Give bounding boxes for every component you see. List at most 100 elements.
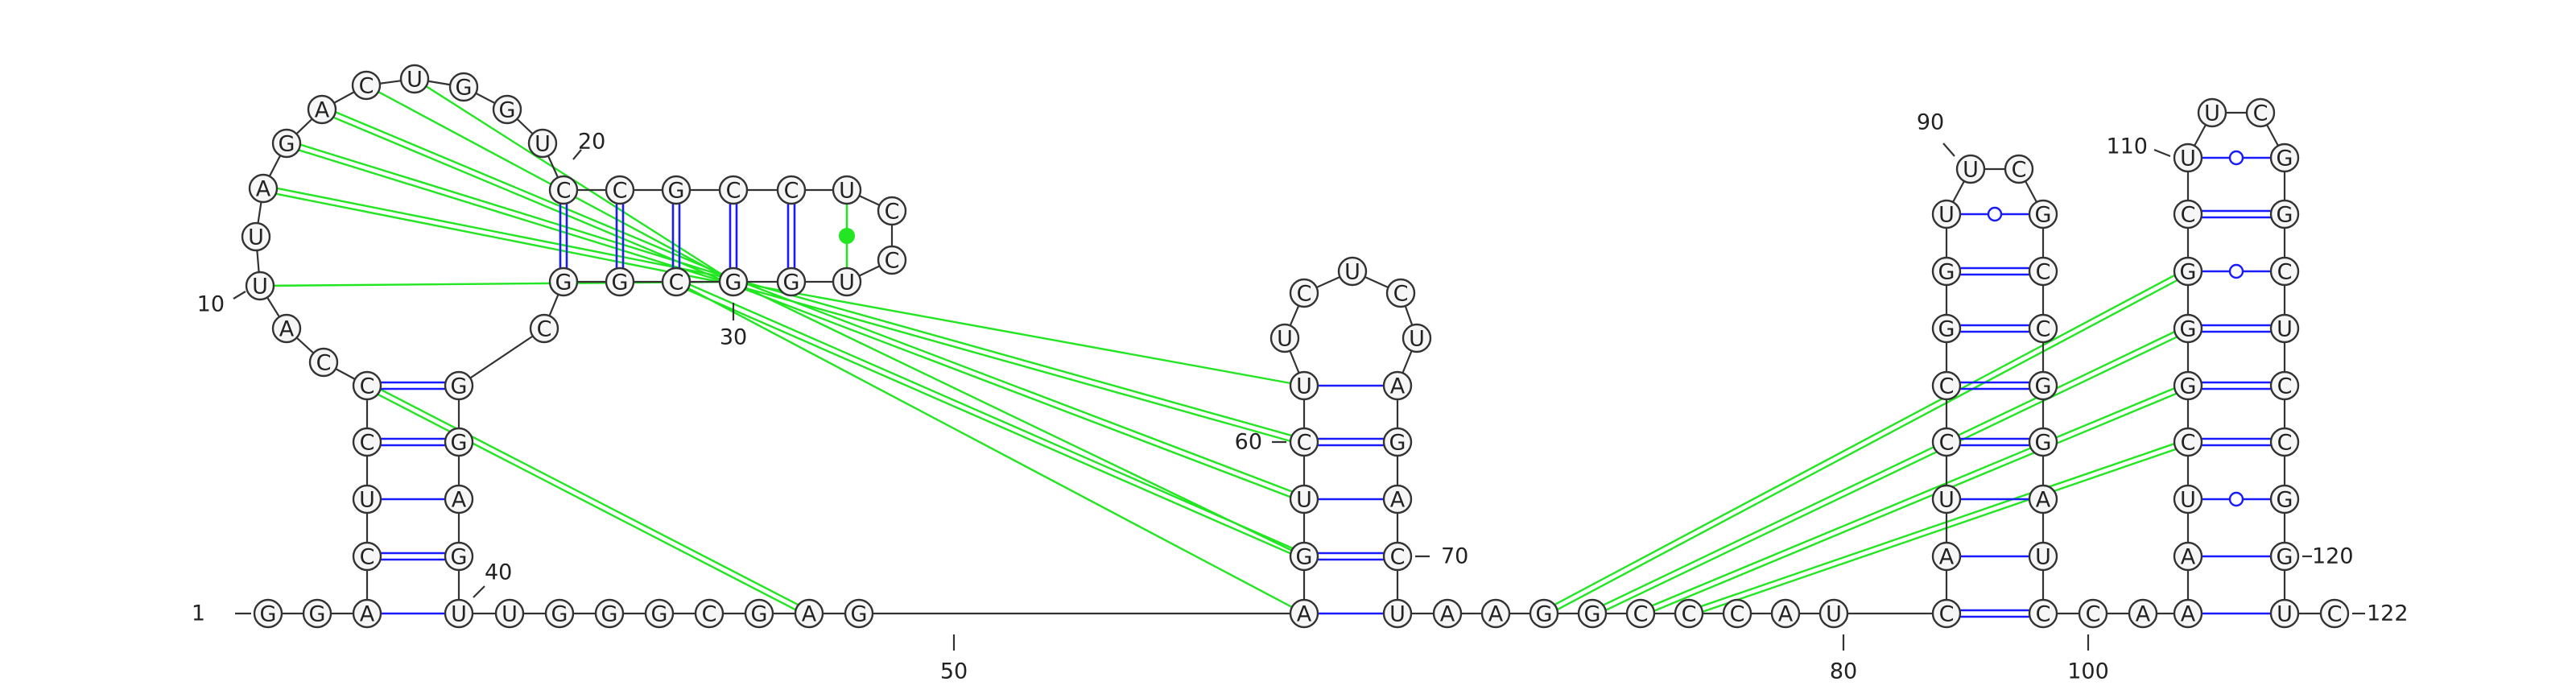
nucleotide-letter: U — [502, 602, 518, 627]
nucleotide-letter: U — [2277, 602, 2293, 627]
nucleotide-circle — [444, 370, 474, 401]
nucleotide: U — [2028, 541, 2058, 572]
position-number: 1 — [192, 601, 251, 626]
nucleotide-circle — [1931, 370, 1962, 401]
position-number: 122 — [2352, 601, 2409, 626]
nucleotide-circle — [2028, 256, 2058, 287]
nucleotide: U — [1818, 598, 1849, 629]
tertiary-interaction-line — [1689, 444, 2190, 618]
position-number: 60 — [1235, 430, 1286, 455]
position-number: 120 — [2302, 544, 2354, 569]
nucleotide-letter: U — [1389, 602, 1406, 627]
nucleotide: C — [529, 313, 559, 344]
nucleotide-letter: G — [279, 132, 295, 157]
nucleotide-letter: A — [279, 317, 295, 342]
nucleotide-letter: G — [783, 271, 800, 295]
nucleotide-circle — [444, 427, 474, 457]
nucleotide: C — [718, 175, 749, 205]
nucleotide-circle — [1289, 278, 1319, 308]
nucleotide: U — [1402, 323, 1432, 353]
nucleotide-circle — [2173, 199, 2203, 229]
nucleotide: A — [444, 484, 474, 514]
nucleotide: G — [492, 94, 522, 125]
tertiary-interaction-line — [733, 280, 1305, 387]
nucleotide-circle — [352, 598, 382, 629]
nucleotide-circle — [2028, 598, 2058, 629]
nucleotide-circle — [2028, 313, 2058, 344]
nucleotide: C — [1625, 598, 1656, 629]
nucleotide: U — [444, 598, 474, 629]
position-number: 80 — [1830, 634, 1857, 684]
nucleotide-letter: C — [1390, 545, 1406, 570]
nucleotide: A — [1289, 598, 1319, 629]
nucleotide-circle — [307, 94, 337, 125]
nucleotide: C — [2269, 370, 2300, 401]
nucleotide-letter: C — [885, 200, 900, 225]
tertiary-interaction-line — [262, 190, 733, 286]
nucleotide-letter: C — [2181, 203, 2196, 228]
nucleotide-letter: G — [451, 374, 468, 399]
nucleotide: C — [351, 70, 382, 101]
tertiary-interaction-line — [1592, 330, 2190, 618]
nucleotide-letter: G — [451, 545, 468, 570]
nucleotide-circle — [2128, 598, 2158, 629]
nucleotide-circle — [776, 175, 807, 205]
nucleotide-circle — [241, 221, 271, 252]
nucleotide-circle — [744, 598, 774, 629]
nucleotide-circle — [877, 245, 907, 275]
nucleotide-letter: G — [725, 271, 742, 295]
nucleotide-circle — [1382, 484, 1413, 514]
nucleotide-circle — [2197, 97, 2227, 128]
nucleotide-letter: U — [1296, 374, 1312, 399]
tertiary-interaction-line — [322, 105, 735, 280]
nucleotide-letter: A — [360, 602, 375, 627]
nucleotide: C — [605, 175, 635, 205]
gu-pair-marker — [2228, 150, 2244, 166]
tertiary-interaction-line — [365, 387, 808, 618]
nucleotide: U — [1337, 256, 1368, 287]
nucleotide: A — [1432, 598, 1463, 629]
nucleotide-circle — [594, 598, 625, 629]
nucleotide-circle — [1289, 427, 1319, 457]
nucleotide-letter: G — [2180, 260, 2197, 285]
tertiary-interaction-line — [732, 283, 1304, 503]
position-number-text: 90 — [1917, 110, 1944, 135]
nucleotide-letter: C — [2327, 602, 2343, 627]
nucleotide-letter: G — [651, 602, 668, 627]
nucleotide: C — [1674, 598, 1704, 629]
nucleotide-letter: C — [1297, 282, 1312, 307]
nucleotide-circle — [2028, 484, 2058, 514]
tertiary-interaction-line — [732, 283, 1304, 446]
nucleotide-letter: C — [360, 431, 375, 456]
nucleotide: C — [1931, 370, 1962, 401]
position-tick — [473, 585, 485, 598]
position-number-text: 60 — [1235, 430, 1262, 455]
nucleotide-letter: C — [556, 179, 572, 204]
nucleotide-letter: C — [537, 317, 552, 342]
nucleotide: G — [844, 598, 874, 629]
nucleotide-letter: G — [555, 271, 572, 295]
nucleotide-circle — [1625, 598, 1656, 629]
nucleotide: A — [352, 598, 382, 629]
nucleotide: A — [794, 598, 824, 629]
nucleotide-letter: U — [1277, 327, 1293, 352]
nucleotide: C — [2028, 256, 2058, 287]
nucleotide-circle — [1931, 313, 1962, 344]
nucleotide-circle — [2173, 313, 2203, 344]
nucleotide: U — [1269, 323, 1300, 353]
tertiary-interaction-line — [733, 278, 1306, 498]
nucleotide: G — [2269, 541, 2300, 572]
nucleotide-letter: G — [1938, 317, 1955, 342]
tertiary-interaction-line — [1687, 438, 2188, 612]
nucleotide-letter: U — [451, 602, 467, 627]
position-number: 70 — [1415, 544, 1468, 569]
nucleotide-letter: C — [2253, 101, 2268, 126]
nucleotide: C — [2028, 313, 2058, 344]
position-number: 10 — [197, 291, 246, 317]
nucleotide-circle — [694, 598, 724, 629]
nucleotide-circle — [352, 427, 382, 457]
base-pair-layer — [381, 150, 2271, 618]
nucleotide-circle — [253, 598, 283, 629]
nucleotide: C — [877, 245, 907, 275]
